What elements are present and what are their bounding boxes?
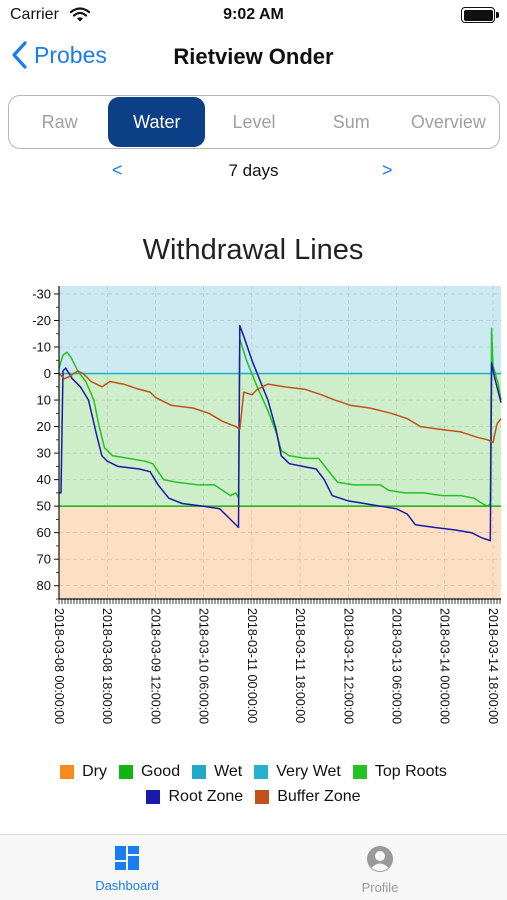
battery-icon xyxy=(461,7,499,23)
tab-profile-label: Profile xyxy=(361,880,399,895)
legend-swatch xyxy=(192,765,207,779)
page-title: Rietview Onder xyxy=(173,44,334,69)
band-good xyxy=(59,373,501,507)
legend-swatch xyxy=(255,790,270,804)
x-axis-ticks: 2018-03-08 00:00:00 2018-03-08 18:00:00 20… xyxy=(52,608,500,724)
legend-label: Dry xyxy=(82,763,107,780)
x-tick-label: 2018-03-12 12:00:00 xyxy=(341,608,355,724)
x-tick-label: 2018-03-09 12:00:00 xyxy=(148,608,162,724)
segment-level[interactable]: Level xyxy=(232,111,276,132)
y-tick-label: 70 xyxy=(37,552,51,567)
x-tick-label: 2018-03-10 06:00:00 xyxy=(197,608,211,724)
tab-dashboard-label: Dashboard xyxy=(95,878,159,893)
legend-item-wet: Wet xyxy=(192,763,242,781)
x-tick-label: 2018-03-13 06:00:00 xyxy=(390,608,404,724)
y-tick-label: -20 xyxy=(32,313,51,328)
y-tick-label: -10 xyxy=(32,340,51,355)
segment-raw[interactable]: Raw xyxy=(41,111,78,132)
x-tick-label: 2018-03-11 18:00:00 xyxy=(293,608,307,723)
band-dry xyxy=(59,506,501,599)
series-line-top-roots xyxy=(58,327,502,507)
back-button[interactable]: Probes xyxy=(10,40,107,70)
y-tick-label: 0 xyxy=(44,366,51,381)
legend-item-root-zone: Root Zone xyxy=(146,788,243,806)
chevron-left-icon xyxy=(12,41,27,69)
carrier-label: Carrier xyxy=(10,6,59,23)
legend-label: Wet xyxy=(214,763,243,780)
y-tick-label: 80 xyxy=(37,578,51,593)
withdrawal-lines-chart: Withdrawal Lines -30 -20 -10 0 10 20 30 40 50 60 7… xyxy=(32,234,502,724)
x-tick-label: 2018-03-14 00:00:00 xyxy=(438,608,452,724)
legend-row: Dry Good Wet Very Wet Top Roots xyxy=(0,760,507,784)
band-wet xyxy=(59,286,501,374)
segment-overview[interactable]: Overview xyxy=(410,111,486,132)
tab-dashboard[interactable]: Dashboard xyxy=(52,845,202,895)
legend-item-dry: Dry xyxy=(60,763,107,781)
chart-legend: Dry Good Wet Very Wet Top Roots Root Zon… xyxy=(0,760,507,810)
legend-item-buffer-zone: Buffer Zone xyxy=(255,788,361,806)
segment-water[interactable]: Water xyxy=(108,97,206,147)
chart-series-lines xyxy=(58,325,502,542)
profile-icon xyxy=(367,846,393,872)
legend-label: Buffer Zone xyxy=(277,788,361,805)
x-tick-label: 2018-03-14 18:00:00 xyxy=(486,608,500,724)
chart-bands xyxy=(59,286,501,599)
segment-sum[interactable]: Sum xyxy=(332,111,370,132)
x-tick-label: 2018-03-08 18:00:00 xyxy=(100,608,114,724)
date-range-nav: < 7 days > xyxy=(0,160,507,184)
legend-item-top-roots: Top Roots xyxy=(352,763,447,781)
chart-title: Withdrawal Lines xyxy=(143,234,364,266)
wifi-icon xyxy=(70,7,90,22)
y-tick-label: 10 xyxy=(37,393,51,408)
previous-period-button[interactable]: < xyxy=(112,160,123,180)
legend-swatch xyxy=(254,765,269,779)
y-axis-ticks: -30 -20 -10 0 10 20 30 40 50 60 70 80 xyxy=(32,286,59,600)
back-button-label: Probes xyxy=(34,41,107,68)
chart-reference-lines xyxy=(59,372,501,507)
legend-swatch xyxy=(352,765,367,779)
legend-swatch xyxy=(146,790,161,804)
y-tick-label: 20 xyxy=(37,419,51,434)
next-period-button[interactable]: > xyxy=(382,160,393,180)
chart-axes xyxy=(58,286,501,604)
y-tick-label: 30 xyxy=(37,446,51,461)
dashboard-icon xyxy=(115,846,139,870)
y-tick-label: 50 xyxy=(37,499,51,514)
legend-label: Very Wet xyxy=(276,763,341,780)
legend-row: Root Zone Buffer Zone xyxy=(0,785,507,809)
clock: 9:02 AM xyxy=(223,6,284,23)
series-line-buffer-zone xyxy=(58,370,502,444)
view-segmented-control: Raw Water Level Sum Overview xyxy=(8,95,500,149)
legend-swatch xyxy=(60,765,75,779)
y-tick-label: 60 xyxy=(37,525,51,540)
legend-item-good: Good xyxy=(118,763,181,781)
legend-label: Root Zone xyxy=(168,788,244,805)
navigation-bar: Probes Rietview Onder xyxy=(0,32,507,84)
legend-swatch xyxy=(118,765,133,779)
tab-bar: Dashboard Profile xyxy=(0,834,507,900)
status-bar: Carrier 9:02 AM xyxy=(0,0,507,30)
tab-profile[interactable]: Profile xyxy=(305,845,455,897)
x-tick-label: 2018-03-11 00:00:00 xyxy=(245,608,259,723)
legend-label: Good xyxy=(140,763,181,780)
legend-label: Top Roots xyxy=(374,763,447,780)
y-tick-label: 40 xyxy=(37,472,51,487)
legend-item-very-wet: Very Wet xyxy=(254,763,341,781)
date-range-label: 7 days xyxy=(228,161,279,180)
series-line-root-zone xyxy=(59,325,502,542)
y-tick-label: -30 xyxy=(32,286,51,301)
x-tick-label: 2018-03-08 00:00:00 xyxy=(52,608,66,724)
